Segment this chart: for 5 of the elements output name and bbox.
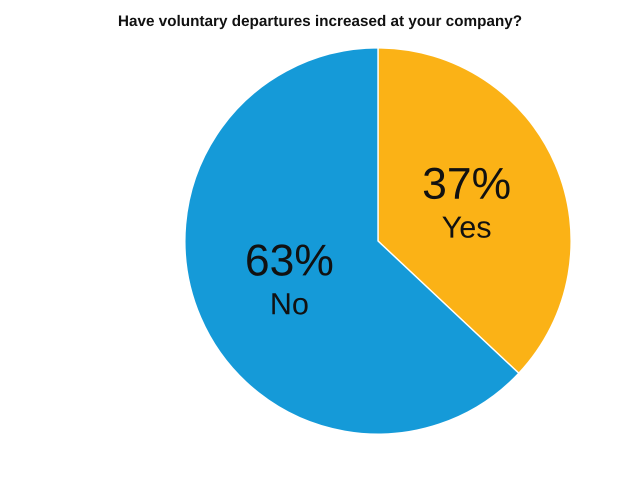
slice-label: Yes	[442, 216, 490, 238]
data-label: 37%	[424, 168, 510, 200]
slice-label: No	[272, 293, 308, 315]
data-label: 63%	[247, 244, 332, 276]
chart-title: Have voluntary departures increased at your company?	[118, 14, 522, 30]
